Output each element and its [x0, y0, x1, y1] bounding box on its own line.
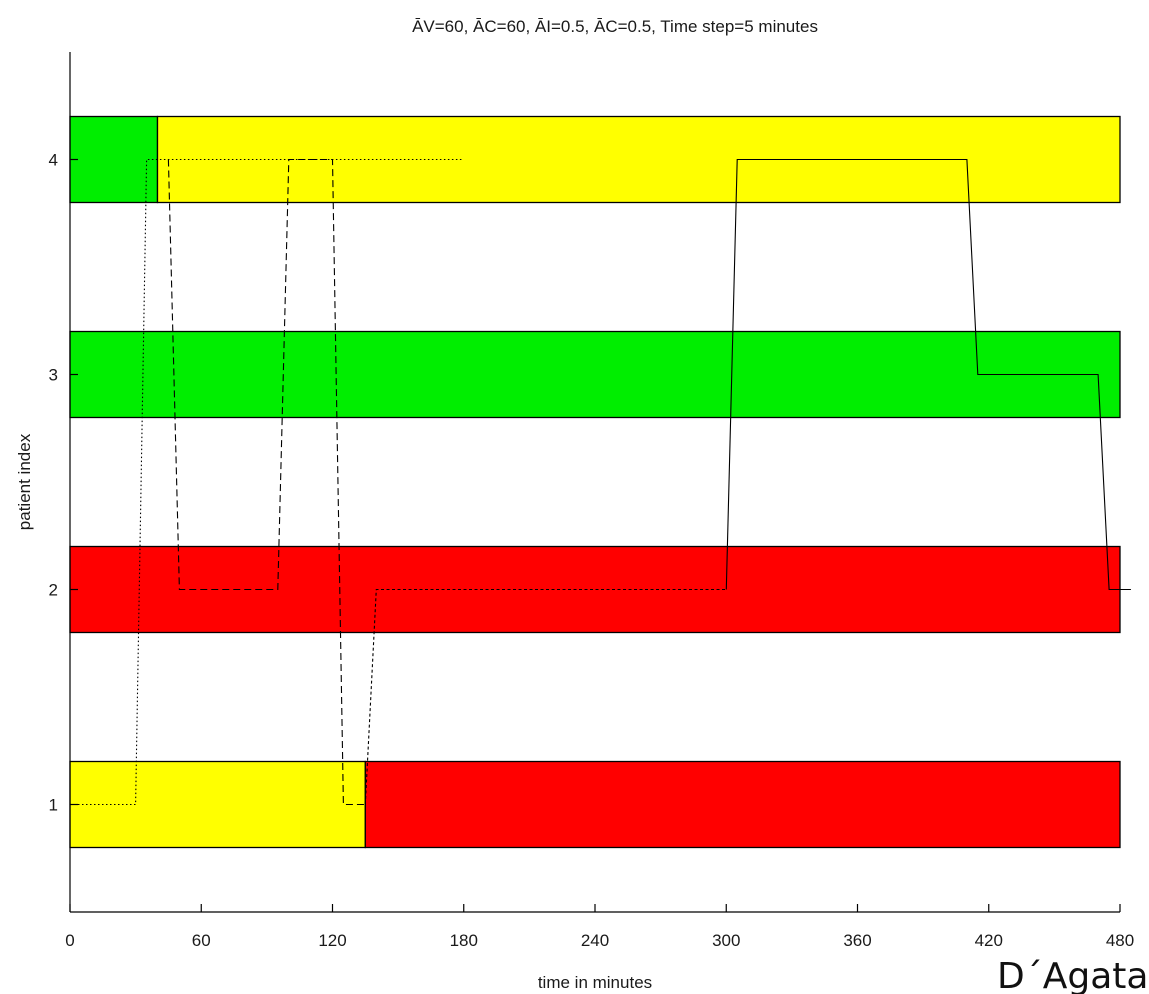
x-tick-label-300: 300 — [712, 931, 740, 950]
x-tick-label-420: 420 — [975, 931, 1003, 950]
x-tick-label-360: 360 — [843, 931, 871, 950]
y-tick-label-1: 1 — [49, 796, 58, 815]
x-tick-label-180: 180 — [450, 931, 478, 950]
x-tick-label-240: 240 — [581, 931, 609, 950]
y-tick-label-4: 4 — [49, 151, 58, 170]
transfer-traces — [70, 158, 1131, 806]
patient-3-segment-1 — [69, 330, 1121, 419]
y-tick-label-2: 2 — [49, 581, 58, 600]
chart-title: ĀV=60, ĀC=60, ĀI=0.5, ĀC=0.5, Time step=… — [412, 17, 818, 36]
x-tick-label-0: 0 — [65, 931, 74, 950]
author-credit: D´Agata — [997, 956, 1148, 994]
x-tick-label-60: 60 — [192, 931, 211, 950]
y-ticks: 1 2 3 4 — [49, 151, 78, 815]
x-ticks: 0 60 120 180 240 300 360 420 480 — [65, 904, 1134, 950]
y-tick-label-3: 3 — [49, 366, 58, 385]
x-tick-label-120: 120 — [318, 931, 346, 950]
x-axis-label: time in minutes — [538, 973, 652, 992]
trace-dashed-2 — [167, 158, 366, 806]
patient-bands — [69, 115, 1121, 849]
trace-solid-4 — [725, 158, 1131, 591]
x-tick-label-480: 480 — [1106, 931, 1134, 950]
y-axis-label: patient index — [15, 433, 34, 530]
patient-1-segment-2 — [364, 760, 1121, 849]
trace-densely-dashed-3 — [364, 588, 727, 805]
patient-4-segment-1 — [69, 115, 159, 204]
trace-dotted-1 — [70, 158, 464, 806]
